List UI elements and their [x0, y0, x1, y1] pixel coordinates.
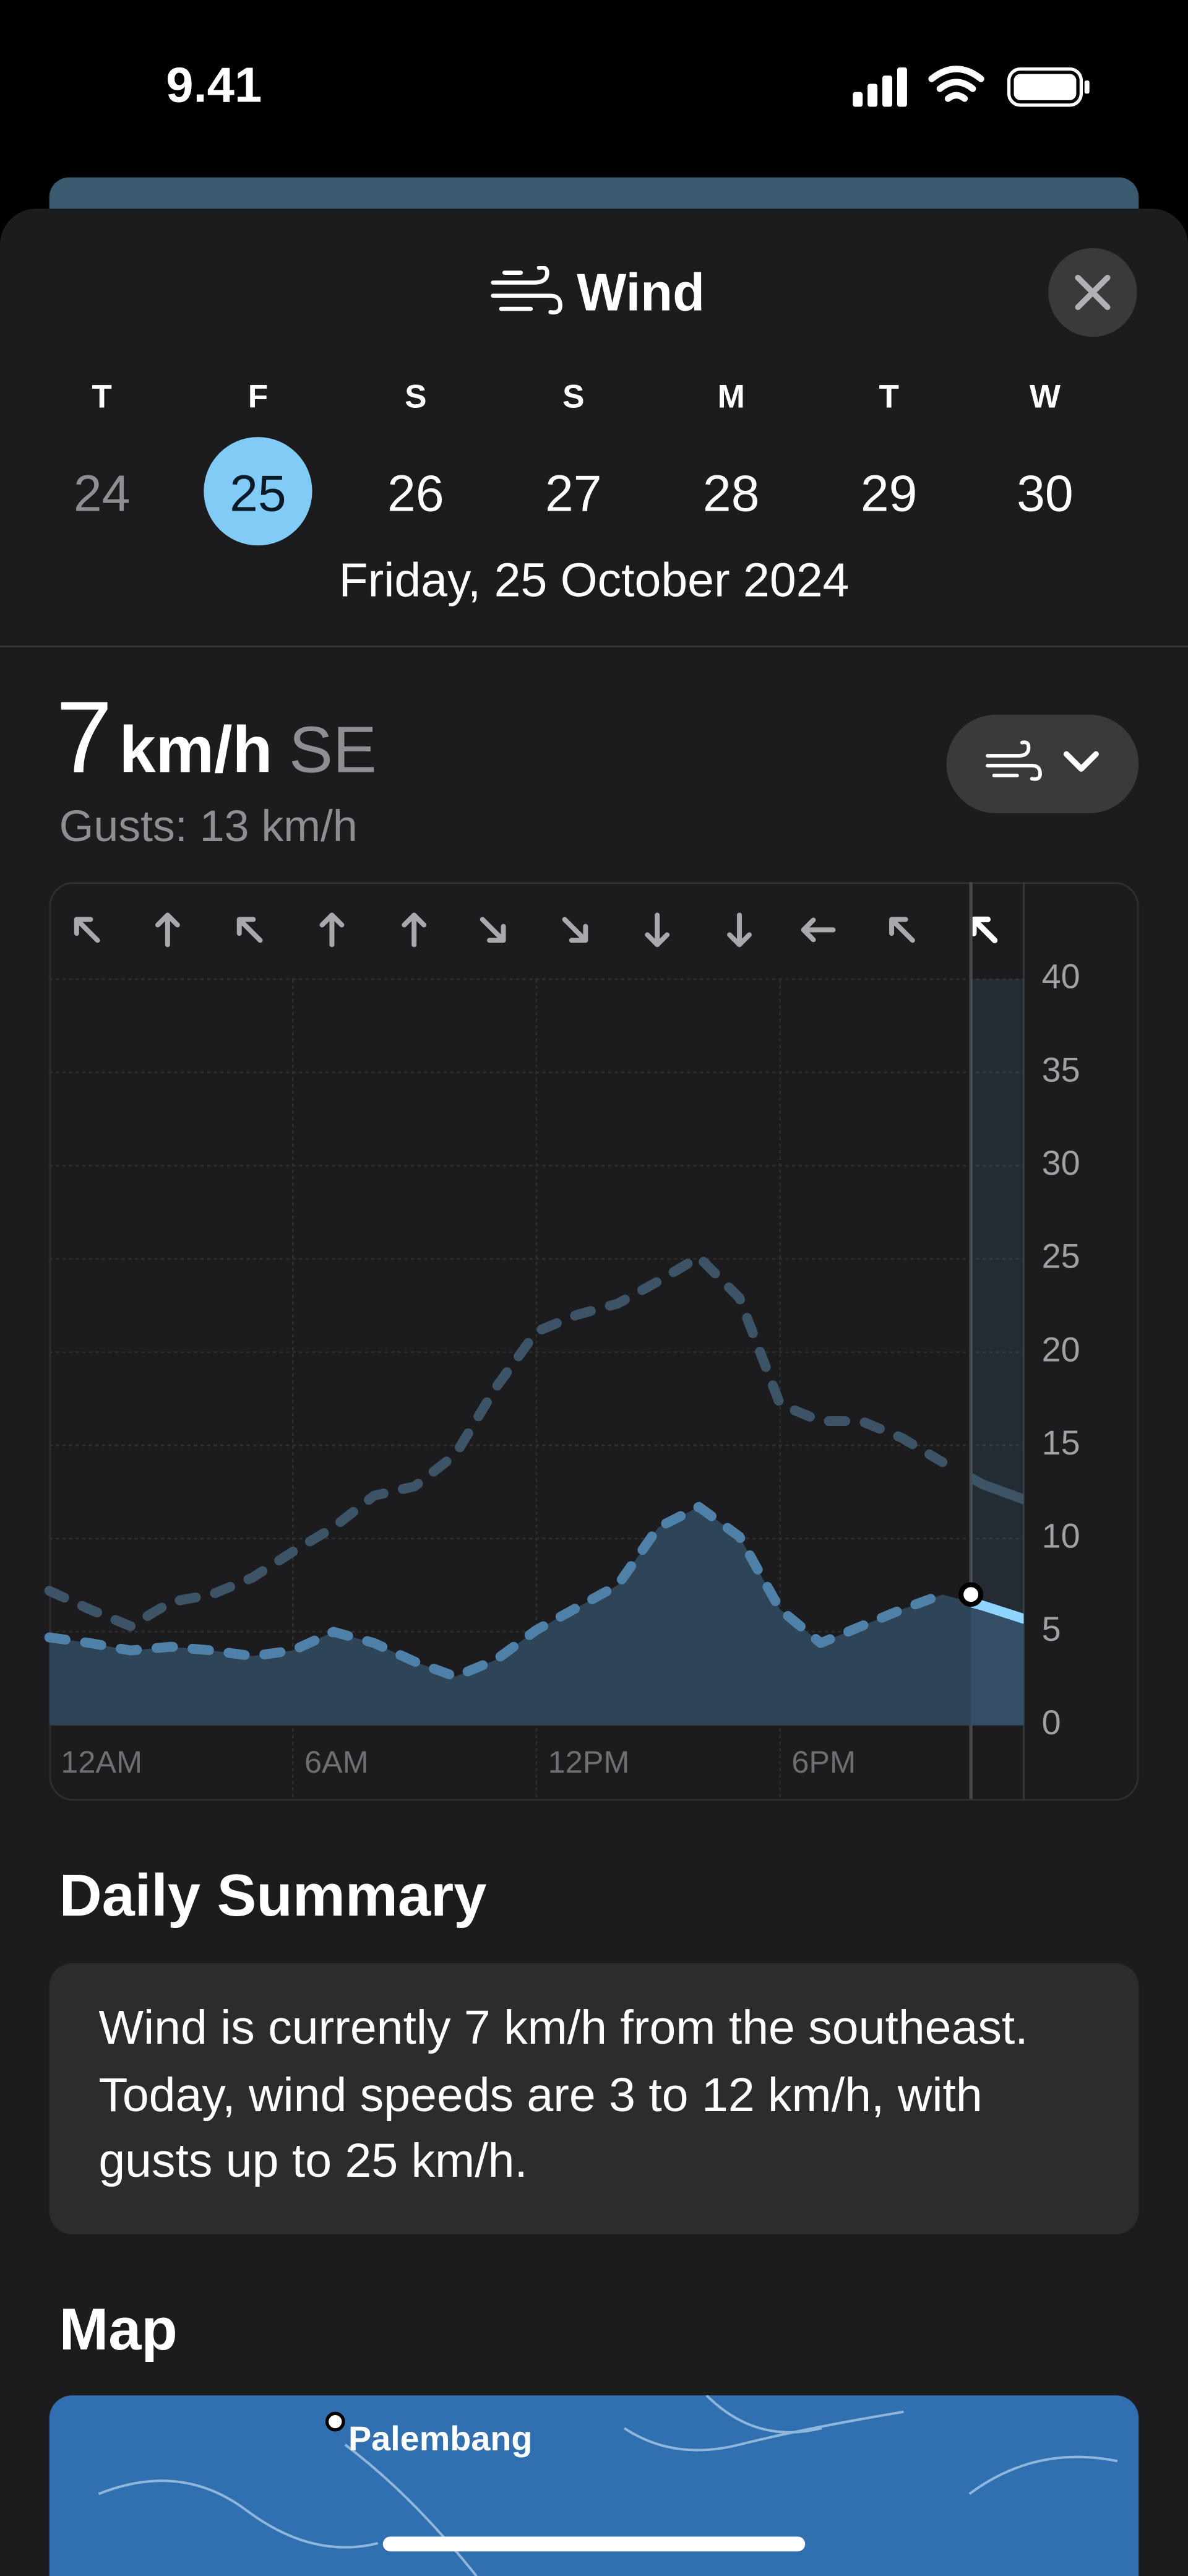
- x-tick-label: 6PM: [791, 1744, 856, 1779]
- day-letter: T: [879, 379, 899, 416]
- direction-arrows: [74, 912, 998, 948]
- status-time: 9.41: [166, 59, 262, 114]
- now-dot: [958, 1582, 984, 1607]
- y-tick-label: 35: [1042, 1050, 1080, 1089]
- x-tick-label: 12AM: [61, 1744, 142, 1779]
- y-tick-label: 25: [1042, 1237, 1080, 1276]
- status-icons: [853, 66, 1090, 107]
- day-number[interactable]: 27: [544, 465, 602, 523]
- day-number[interactable]: 28: [702, 465, 760, 523]
- wind-area: [49, 1506, 1024, 1726]
- day-letter: F: [248, 379, 269, 416]
- y-tick-label: 5: [1042, 1610, 1061, 1648]
- day-letter: T: [92, 379, 112, 416]
- day-selected: [204, 437, 312, 546]
- summary-title: Daily Summary: [59, 1861, 487, 1929]
- y-tick-label: 15: [1042, 1424, 1080, 1462]
- series-line-future: [971, 1472, 1024, 1505]
- day-number[interactable]: 29: [860, 465, 918, 523]
- day-letter: S: [562, 379, 585, 416]
- x-tick-label: 6AM: [304, 1744, 369, 1779]
- day-number[interactable]: 25: [230, 465, 286, 523]
- summary-text: Wind is currently 7 km/h from the southe…: [49, 1963, 1139, 2234]
- map-title: Map: [59, 2295, 178, 2363]
- x-tick-label: 12PM: [548, 1744, 630, 1779]
- series-line-past: [44, 1251, 948, 1632]
- current-wind: 7 km/h SE: [56, 680, 376, 797]
- divider: [0, 646, 1188, 647]
- layer-dropdown[interactable]: [946, 714, 1139, 813]
- series-line-future: [971, 1597, 1024, 1624]
- day-number[interactable]: 24: [73, 465, 131, 523]
- series-line-past: [44, 1502, 948, 1682]
- y-tick-label: 40: [1042, 957, 1080, 996]
- day-letter: M: [717, 379, 745, 416]
- current-unit: km/h: [119, 714, 273, 787]
- selected-date: Friday, 25 October 2024: [338, 555, 850, 608]
- map-city: Palembang: [348, 2419, 533, 2458]
- wind-icon: [491, 266, 562, 315]
- y-tick-label: 10: [1042, 1517, 1080, 1555]
- day-letter: W: [1029, 379, 1061, 416]
- y-tick-label: 30: [1042, 1144, 1080, 1182]
- home-indicator: [382, 2536, 806, 2552]
- current-direction: SE: [288, 714, 377, 787]
- day-number[interactable]: 30: [1017, 465, 1074, 523]
- y-tick-label: 0: [1042, 1703, 1061, 1742]
- day-number[interactable]: 26: [387, 465, 444, 523]
- gusts: Gusts: 13 km/h: [59, 802, 358, 851]
- day-letter: S: [405, 379, 427, 416]
- close-button[interactable]: [1048, 248, 1137, 337]
- current-speed: 7: [56, 681, 113, 795]
- y-tick-label: 20: [1042, 1330, 1080, 1368]
- header-title: Wind: [577, 262, 705, 322]
- map[interactable]: Palembang: [49, 2395, 1139, 2576]
